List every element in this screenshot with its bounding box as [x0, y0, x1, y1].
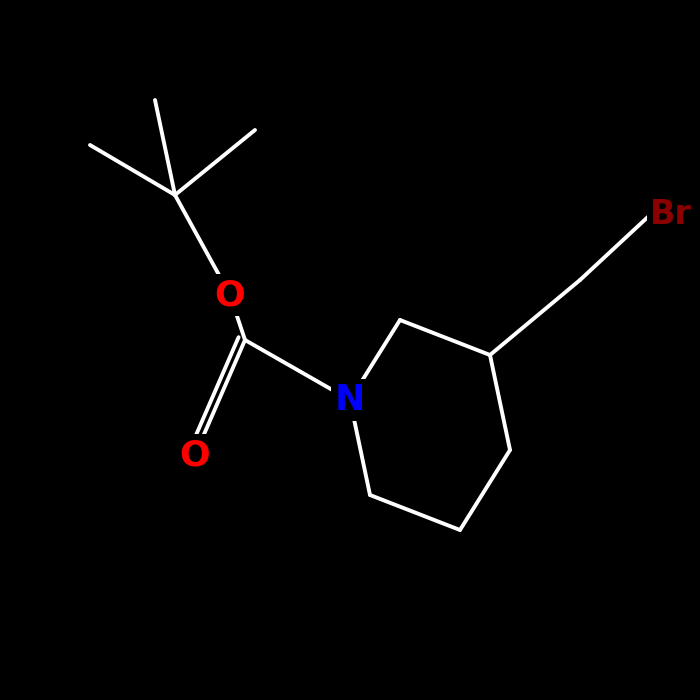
Text: O: O [215, 278, 246, 312]
Text: Br: Br [650, 199, 692, 232]
Text: N: N [335, 383, 365, 417]
Text: O: O [180, 438, 211, 472]
